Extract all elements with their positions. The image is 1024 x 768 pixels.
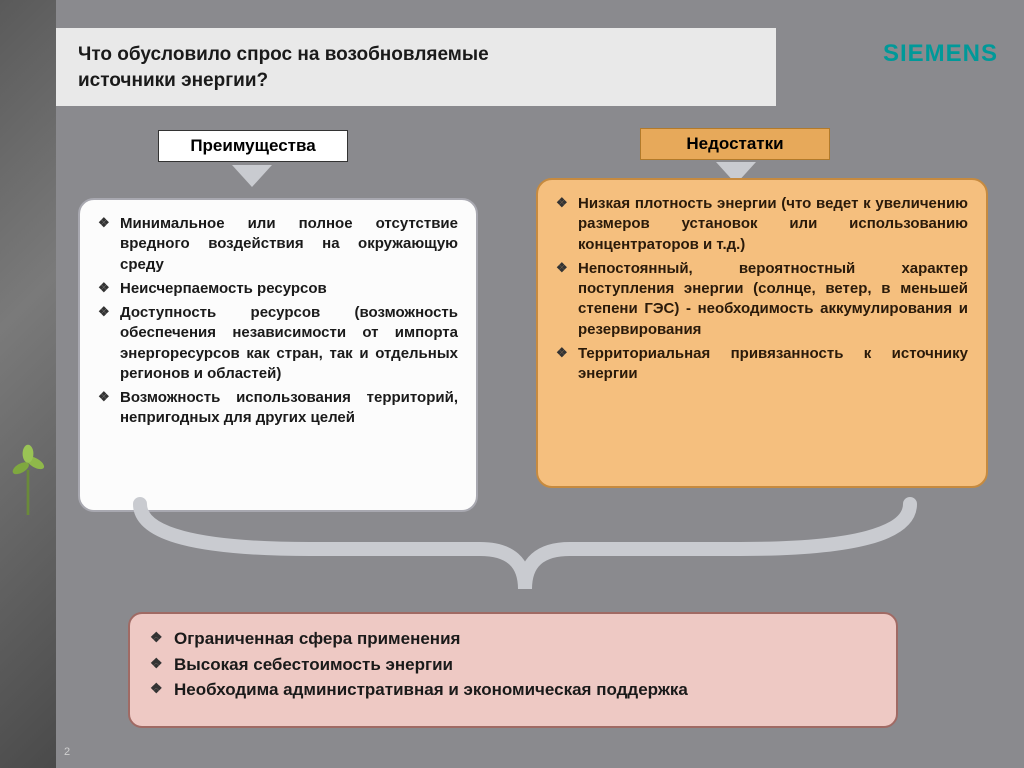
list-item: Непостоянный, вероятностный характер пос…	[556, 259, 968, 340]
summary-list: Ограниченная сфера применения Высокая се…	[150, 626, 876, 703]
title-line-1: Что обусловило спрос на возобновляемые	[78, 44, 489, 65]
list-item: Доступность ресурсов (возможность обеспе…	[98, 303, 458, 384]
disadvantages-card: Низкая плотность энергии (что ведет к ув…	[536, 178, 988, 488]
list-item: Ограниченная сфера применения	[150, 626, 876, 652]
title-line-2: источники энергии?	[78, 70, 268, 91]
brace-connector-icon	[100, 494, 950, 604]
disadvantages-label: Недостатки	[640, 128, 830, 160]
list-item: Минимальное или полное отсутствие вредно…	[98, 214, 458, 275]
list-item: Возможность использования территорий, не…	[98, 388, 458, 429]
plant-icon	[10, 420, 46, 520]
advantages-list: Минимальное или полное отсутствие вредно…	[98, 214, 458, 429]
left-photo-strip	[0, 0, 56, 768]
list-item: Неисчерпаемость ресурсов	[98, 279, 458, 299]
summary-card: Ограниченная сфера применения Высокая се…	[128, 612, 898, 728]
page-number: 2	[64, 746, 70, 758]
siemens-logo: SIEMENS	[883, 40, 998, 68]
advantages-card: Минимальное или полное отсутствие вредно…	[78, 198, 478, 512]
list-item: Высокая себестоимость энергии	[150, 652, 876, 678]
list-item: Необходима административная и экономичес…	[150, 677, 876, 703]
arrow-down-icon	[232, 165, 272, 187]
advantages-label: Преимущества	[158, 130, 348, 162]
title-bar: Что обусловило спрос на возобновляемые и…	[56, 28, 776, 106]
list-item: Низкая плотность энергии (что ведет к ув…	[556, 194, 968, 255]
slide-title: Что обусловило спрос на возобновляемые и…	[78, 42, 754, 93]
disadvantages-list: Низкая плотность энергии (что ведет к ув…	[556, 194, 968, 384]
list-item: Территориальная привязанность к источник…	[556, 344, 968, 385]
